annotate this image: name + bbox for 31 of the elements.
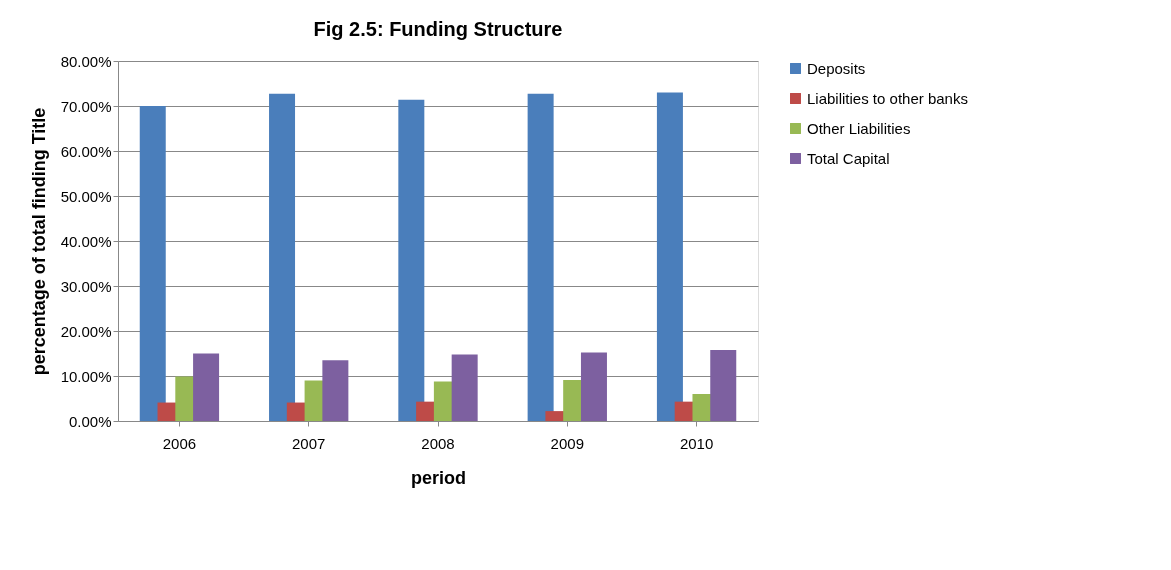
legend-label: Liabilities to other banks: [807, 89, 968, 107]
x-axis-title: period: [410, 467, 467, 488]
bar: [710, 349, 737, 421]
y-tick-label: 20.00%: [60, 322, 112, 340]
y-tick-label: 40.00%: [60, 232, 112, 250]
bar: [193, 353, 220, 421]
y-tick-label: 80.00%: [60, 52, 112, 70]
x-tick-label: 2010: [679, 434, 714, 452]
y-tick-label: 70.00%: [60, 97, 112, 115]
bar: [527, 93, 554, 421]
bar: [451, 354, 478, 421]
bar: [398, 99, 425, 421]
legend-label: Other Liabilities: [807, 119, 911, 137]
y-tick-label: 60.00%: [60, 142, 112, 160]
bar: [139, 106, 166, 421]
legend-label: Total Capital: [807, 149, 890, 167]
chart-title: Fig 2.5: Funding Structure: [313, 18, 563, 40]
x-tick-label: 2008: [421, 434, 455, 452]
bar: [269, 93, 296, 421]
y-tick-label: 10.00%: [60, 367, 112, 385]
x-tick-label: 2006: [162, 434, 197, 452]
y-axis-title: percentage of total finding Title: [28, 107, 49, 376]
x-tick-label: 2009: [550, 434, 584, 452]
bar: [580, 352, 607, 421]
y-tick-label: 50.00%: [60, 187, 112, 205]
bar: [656, 92, 683, 421]
legend-label: Deposits: [807, 59, 866, 77]
x-tick-label: 2007: [292, 434, 326, 452]
y-tick-label: 0.00%: [68, 412, 112, 430]
y-tick-label: 30.00%: [60, 277, 112, 295]
bar: [322, 360, 349, 421]
